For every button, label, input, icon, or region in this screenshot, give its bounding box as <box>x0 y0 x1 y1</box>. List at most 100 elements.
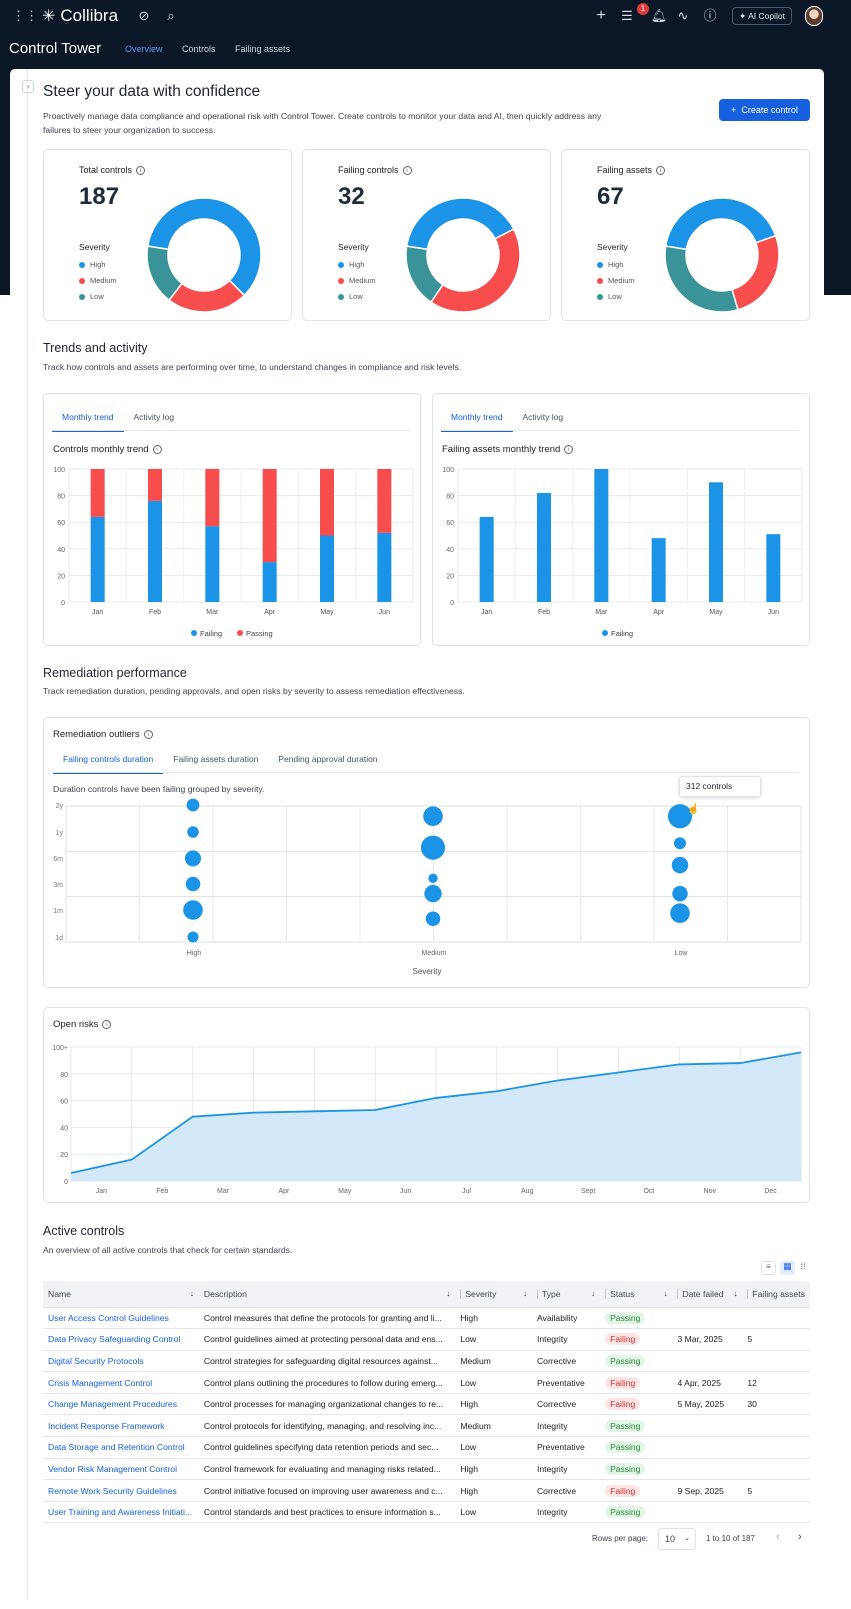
status-cell: Passing <box>600 1458 673 1481</box>
sort-arrow-icon[interactable]: ↓ <box>663 1288 668 1298</box>
control-name-link[interactable]: Digital Security Protocols <box>43 1350 199 1373</box>
table-row[interactable]: Change Management Procedures Control proc… <box>43 1393 810 1416</box>
tasks-icon[interactable]: ☰ <box>621 8 633 23</box>
sort-arrow-icon[interactable]: ↓ <box>733 1288 738 1298</box>
table-row[interactable]: Digital Security Protocols Control strate… <box>43 1350 810 1373</box>
tab-pending-approval-duration[interactable]: Pending approval duration <box>278 754 378 764</box>
sort-arrow-icon[interactable]: ↓ <box>591 1288 596 1298</box>
tab-failing-assets-duration[interactable]: Failing assets duration <box>173 754 259 764</box>
sidebar-toggle-chevron-icon[interactable]: › <box>22 80 34 93</box>
tab-divider <box>53 772 799 773</box>
next-page-chevron-icon[interactable]: › <box>798 1531 802 1543</box>
tab-overview[interactable]: Overview <box>125 44 163 54</box>
info-icon[interactable]: i <box>656 166 666 175</box>
bubble-tooltip: 312 controls <box>679 776 761 797</box>
bell-icon[interactable]: 🔔︎ <box>650 8 668 23</box>
table-cell: Low <box>455 1371 532 1394</box>
table-cell: High <box>455 1307 532 1330</box>
control-name-link[interactable]: Change Management Procedures <box>43 1393 199 1416</box>
info-icon[interactable]: i <box>402 166 412 175</box>
table-row[interactable]: Incident Response Framework Control proto… <box>43 1414 810 1438</box>
column-header-status[interactable]: Status ↓ <box>600 1281 673 1308</box>
controls-trend-card: Monthly trend Activity log Controls month… <box>43 393 421 646</box>
info-icon[interactable]: i <box>564 445 574 454</box>
table-cell <box>742 1307 810 1330</box>
column-header-severity[interactable]: Severity ↓ <box>455 1281 532 1308</box>
compass-icon[interactable]: ⊘ <box>138 8 150 23</box>
stat-label: Failing assets i <box>597 165 666 175</box>
status-badge: Passing <box>605 1506 646 1519</box>
status-badge: Passing <box>605 1354 646 1367</box>
x-tick-label: Mar <box>206 609 219 616</box>
wrap-text-icon[interactable]: ≡ <box>761 1261 776 1275</box>
control-name-link[interactable]: Crisis Management Control <box>43 1371 199 1394</box>
status-cell: Failing <box>600 1328 673 1351</box>
control-name-link[interactable]: User Access Control Guidelines <box>43 1307 199 1330</box>
tab-controls[interactable]: Controls <box>182 44 216 54</box>
plus-icon[interactable]: + <box>596 7 606 24</box>
sort-arrow-icon[interactable]: ↓ <box>189 1288 194 1298</box>
status-cell: Failing <box>600 1393 673 1416</box>
info-icon[interactable]: i <box>152 445 162 454</box>
table-cell: Preventative <box>531 1371 601 1394</box>
tab-failing-assets[interactable]: Failing assets <box>235 44 291 54</box>
page-title: Steer your data with confidence <box>43 83 261 100</box>
table-row[interactable]: Vendor Risk Management Control Control fr… <box>43 1458 810 1481</box>
stat-card: Failing assets i 67 Severity High Medium Low <box>561 149 810 321</box>
tab-failing-controls-duration[interactable]: Failing controls duration <box>53 754 164 774</box>
avatar[interactable] <box>805 6 823 26</box>
control-name-link[interactable]: Vendor Risk Management Control <box>43 1458 199 1481</box>
info-icon[interactable]: i <box>102 1020 112 1029</box>
column-header-description[interactable]: Description ↓ <box>198 1281 456 1308</box>
sort-arrow-icon[interactable]: ↓ <box>522 1288 527 1298</box>
apps-grid-icon[interactable]: ⋮⋮ <box>12 8 38 23</box>
table-row[interactable]: User Access Control Guidelines Control me… <box>43 1307 810 1330</box>
column-header-type[interactable]: Type ↓ <box>531 1281 601 1308</box>
table-row[interactable]: Data Privacy Safeguarding Control Control… <box>43 1328 810 1351</box>
search-icon[interactable]: ⌕ <box>167 8 175 23</box>
table-row[interactable]: Remote Work Security Guidelines Control i… <box>43 1479 810 1502</box>
table-view-icon[interactable]: ▦ <box>780 1261 795 1275</box>
grid-view-icon[interactable]: ⁞⁞ <box>800 1261 806 1271</box>
stat-label-text: Failing controls <box>338 165 399 175</box>
control-name-link[interactable]: Remote Work Security Guidelines <box>43 1479 199 1502</box>
tab-activity-log[interactable]: Activity log <box>522 412 564 422</box>
control-name-link[interactable]: Incident Response Framework <box>43 1414 199 1438</box>
y-tick-label: 60 <box>57 520 65 527</box>
status-cell: Passing <box>600 1350 673 1373</box>
create-control-button[interactable]: + Create control <box>719 99 810 121</box>
control-name-link[interactable]: User Training and Awareness Initiati... <box>43 1501 199 1524</box>
y-tick-label: 40 <box>60 1125 68 1132</box>
rows-per-page-label: Rows per page: <box>592 1534 649 1543</box>
control-name-link[interactable]: Data Storage and Retention Control <box>43 1436 199 1459</box>
x-tick-label: Feb <box>149 609 161 616</box>
column-header-name[interactable]: Name ↓ <box>43 1281 199 1308</box>
legend-label: High <box>608 260 624 269</box>
bubble-low <box>674 837 686 850</box>
info-icon[interactable]: i <box>136 166 146 175</box>
control-name-link[interactable]: Data Privacy Safeguarding Control <box>43 1328 199 1351</box>
table-cell: Control processes for managing organizat… <box>198 1393 456 1416</box>
table-row[interactable]: User Training and Awareness Initiati... C… <box>43 1501 810 1524</box>
info-icon[interactable]: i <box>143 730 153 739</box>
tab-activity-log[interactable]: Activity log <box>133 412 175 422</box>
column-header-date-failed[interactable]: Date failed ↓ <box>672 1281 743 1308</box>
help-icon[interactable]: ⓘ <box>703 8 717 23</box>
column-header-failing-assets[interactable]: Failing assets <box>742 1281 810 1308</box>
legend-label: Medium <box>349 276 376 285</box>
activity-icon[interactable]: ∿ <box>677 8 689 23</box>
remediation-outliers-chart: 1d 1m 3m 6m 1y 2y High Medium Low Severity ☝ <box>53 798 802 976</box>
tab-monthly-trend[interactable]: Monthly trend <box>52 412 124 432</box>
sort-arrow-icon[interactable]: ↓ <box>446 1288 451 1298</box>
bubble-medium <box>424 884 442 903</box>
tab-monthly-trend[interactable]: Monthly trend <box>441 412 513 432</box>
donut-slice-low <box>405 245 444 304</box>
table-row[interactable]: Crisis Management Control Control plans o… <box>43 1371 810 1394</box>
table-row[interactable]: Data Storage and Retention Control Contro… <box>43 1436 810 1459</box>
status-cell: Passing <box>600 1436 673 1459</box>
bar-passing <box>320 469 334 536</box>
rows-per-page-select[interactable]: 10 ⌄ <box>658 1528 696 1550</box>
prev-page-chevron-icon[interactable]: ‹ <box>776 1531 780 1543</box>
ai-copilot-button[interactable]: ✦ AI Copilot <box>732 7 792 25</box>
brand-logo[interactable]: ✳ Collibra <box>42 6 118 26</box>
